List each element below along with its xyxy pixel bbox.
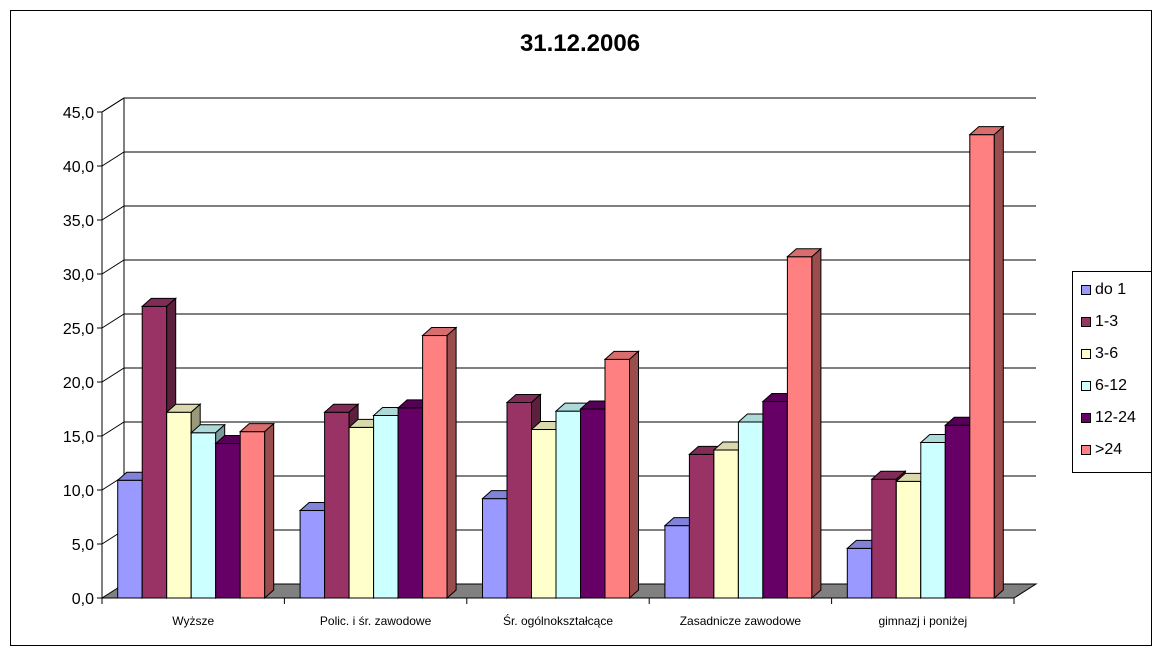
gridline (101, 97, 1036, 113)
bar (603, 350, 640, 600)
x-tick-label: Polic. i śr. zawodowe (320, 614, 432, 628)
y-axis: 0,0 5,0 10,0 15,0 20,0 25,0 30,0 35,0 40,0 45,0 (63, 105, 103, 608)
gridline (101, 367, 1036, 383)
legend-label: 3-6 (1095, 345, 1119, 362)
x-tick-label: gimnazj i poniżej (878, 614, 967, 628)
legend-label: do 1 (1095, 281, 1127, 298)
x-tick-label: Wyższe (172, 614, 214, 628)
legend-swatch (1081, 381, 1091, 391)
y-tick-label: 10,0 (63, 483, 94, 500)
y-tick-label: 0,0 (72, 591, 94, 608)
chart-legend: do 1 1-3 3-6 6-12 12-24 >24 (1072, 271, 1152, 473)
y-tick-label: 45,0 (63, 105, 94, 122)
y-tick-label: 15,0 (63, 429, 94, 446)
x-tick-label: Zasadnicze zawodowe (680, 614, 802, 628)
gridline (101, 151, 1036, 167)
bar (786, 247, 823, 600)
bar (968, 125, 1005, 600)
legend-swatch (1081, 349, 1091, 359)
y-tick-label: 40,0 (63, 159, 94, 176)
x-axis: Wyższe Polic. i śr. zawodowe Śr. ogólnoksz… (101, 597, 1015, 628)
legend-swatch (1081, 317, 1091, 327)
y-tick-label: 25,0 (63, 321, 94, 338)
y-tick-label: 20,0 (63, 375, 94, 392)
gridline (101, 313, 1036, 329)
legend-swatch (1081, 413, 1091, 423)
legend-label: 12-24 (1095, 409, 1136, 426)
gridline (101, 205, 1036, 221)
bar (189, 423, 227, 600)
legend-item: 6-12 (1081, 376, 1127, 396)
chart-bars (116, 125, 1005, 600)
gridline (101, 421, 1036, 437)
legend-swatch (1081, 285, 1091, 295)
legend-item: 12-24 (1081, 408, 1136, 428)
legend-item: 3-6 (1081, 344, 1118, 364)
y-tick-label: 30,0 (63, 267, 94, 284)
bar (238, 422, 276, 600)
y-tick-label: 5,0 (72, 537, 94, 554)
legend-label: 1-3 (1095, 313, 1119, 330)
legend-label: 6-12 (1095, 377, 1128, 394)
y-tick-label: 35,0 (63, 213, 94, 230)
legend-swatch (1081, 445, 1091, 455)
legend-label: >24 (1095, 441, 1123, 458)
gridline (101, 259, 1036, 275)
chart-title: 31.12.2006 (519, 30, 641, 57)
bar (421, 326, 458, 600)
x-tick-label: Śr. ogólnokształcące (503, 613, 613, 628)
legend-item: do 1 (1081, 280, 1126, 300)
legend-item: >24 (1081, 440, 1122, 460)
legend-item: 1-3 (1081, 312, 1118, 332)
